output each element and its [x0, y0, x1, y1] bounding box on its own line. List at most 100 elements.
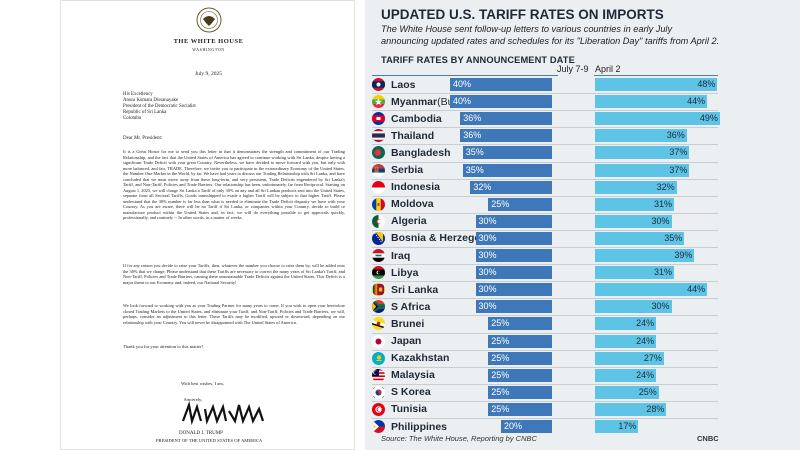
country-label: Bosnia & Herzegovina: [391, 232, 502, 244]
algeria-flag-icon: [372, 214, 385, 228]
country-label: Japan: [391, 335, 421, 347]
april-bar: [595, 249, 695, 262]
row-separator: [372, 418, 718, 419]
april-value-label: 27%: [643, 352, 662, 363]
april-bar: [595, 214, 672, 228]
july-bar: [475, 266, 552, 280]
country-name: S Africa: [391, 300, 431, 313]
april-value-label: 36%: [666, 130, 685, 141]
country-name: Philippines: [391, 420, 448, 433]
april-value-label: 44%: [687, 284, 706, 295]
april-value-label: 44%: [687, 96, 706, 107]
row-separator: [372, 212, 718, 214]
country-label: Philippines: [391, 421, 447, 433]
letter-paragraph: It is a Great Honor for me to send you t…: [123, 149, 345, 220]
april-value-label: 30%: [651, 301, 670, 312]
iraq-flag-icon: [372, 249, 385, 262]
row-separator: [372, 127, 718, 129]
july-bar: [475, 249, 552, 262]
addressee-line: Anura Kumara Dissanayake: [123, 98, 179, 104]
july-value-label: 25%: [491, 198, 510, 209]
april-bar: [595, 368, 657, 382]
thailand-flag-icon: [372, 129, 385, 143]
country-label: Moldova: [391, 198, 434, 210]
bosnia-flag-icon: [372, 231, 385, 245]
letter-paragraph: We look forward to working with you as y…: [123, 303, 345, 325]
country-label: Indonesia: [391, 181, 440, 193]
row-separator: [372, 229, 718, 231]
april-value-label: 49%: [699, 113, 718, 124]
country-label: Brunei: [391, 318, 424, 330]
april-value-label: 37%: [669, 164, 688, 175]
country-name: Libya: [391, 266, 419, 279]
july-bar: [475, 214, 552, 228]
row-separator: [372, 383, 718, 385]
philippines-flag-icon: [372, 420, 385, 433]
country-name: Iraq: [391, 249, 411, 262]
country-label: Sri Lanka: [391, 284, 438, 296]
country-name: Kazakhstan: [391, 352, 450, 365]
july-value-label: 25%: [491, 318, 510, 329]
april-bar: [595, 78, 718, 91]
row-separator: [372, 161, 718, 163]
addressee-line: President of the Democratic Socialist: [123, 104, 196, 110]
country-name: Tunisia: [391, 403, 427, 416]
row-separator: [372, 349, 718, 351]
april-bar: [595, 351, 664, 365]
july-value-label: 30%: [478, 250, 497, 260]
july-bar: [488, 385, 552, 399]
letterhead-city: WASHINGTON: [192, 47, 225, 52]
letter-sincerely: Sincerely,: [184, 397, 203, 402]
april-value-label: 31%: [654, 267, 673, 278]
addressee-line: Colombo: [123, 116, 142, 122]
row-separator: [372, 110, 718, 112]
row-separator: [372, 366, 718, 368]
letter-closing: With best wishes, I am,: [181, 381, 224, 386]
country-name: Bangladesh: [391, 146, 451, 159]
country-name: Serbia: [391, 164, 424, 176]
country-label: Laos: [391, 79, 416, 91]
letterhead-title: THE WHITE HOUSE: [173, 38, 244, 45]
letter-salutation: Dear Mr. President:: [123, 136, 163, 141]
april-bar: [595, 300, 672, 314]
july-value-label: 30%: [478, 284, 497, 295]
signature-image: [181, 401, 265, 426]
july-value-label: 25%: [491, 403, 510, 414]
april-bar: [595, 402, 667, 416]
south-africa-flag-icon: [372, 300, 385, 314]
april-value-label: 17%: [618, 421, 637, 431]
country-name: Japan: [391, 335, 422, 347]
malaysia-flag-icon: [372, 368, 385, 382]
july-bar: [488, 197, 552, 211]
april-bar: [595, 112, 720, 126]
july-value-label: 36%: [463, 130, 482, 141]
july-bar: [488, 351, 552, 365]
july-value-label: 30%: [478, 215, 497, 226]
april-value-label: 39%: [674, 250, 693, 260]
signer-title: PRESIDENT OF THE UNITED STATES OF AMERIC…: [156, 438, 263, 443]
indonesia-flag-icon: [372, 180, 385, 194]
country-name: Myanmar: [391, 95, 438, 108]
country-name: Malaysia: [391, 369, 435, 382]
series-label-april: April 2: [595, 64, 621, 74]
chart-heading: TARIFF RATES BY ANNOUNCEMENT DATE: [381, 55, 575, 65]
laos-flag-icon: [372, 78, 385, 91]
july-bar: [488, 334, 552, 348]
april-bar: [595, 283, 708, 297]
row-separator: [372, 281, 718, 283]
july-value-label: 40%: [453, 79, 472, 89]
april-value-label: 48%: [697, 79, 716, 89]
july-value-label: 36%: [463, 113, 482, 124]
april-bar: [595, 385, 659, 399]
april-value-label: 32%: [656, 181, 675, 192]
april-value-label: 25%: [638, 386, 657, 397]
april-value-label: 37%: [669, 147, 688, 158]
july-bar: [488, 402, 552, 416]
addressee-line: His Excellency: [123, 92, 153, 97]
july-value-label: 32%: [473, 181, 492, 192]
brunei-flag-icon: [372, 317, 385, 331]
chart-source: Source: The White House, Reporting by CN…: [381, 434, 537, 443]
myanmar-flag-icon: [372, 95, 385, 109]
country-label: Serbia: [391, 164, 423, 176]
country-label: S Korea: [391, 386, 431, 398]
